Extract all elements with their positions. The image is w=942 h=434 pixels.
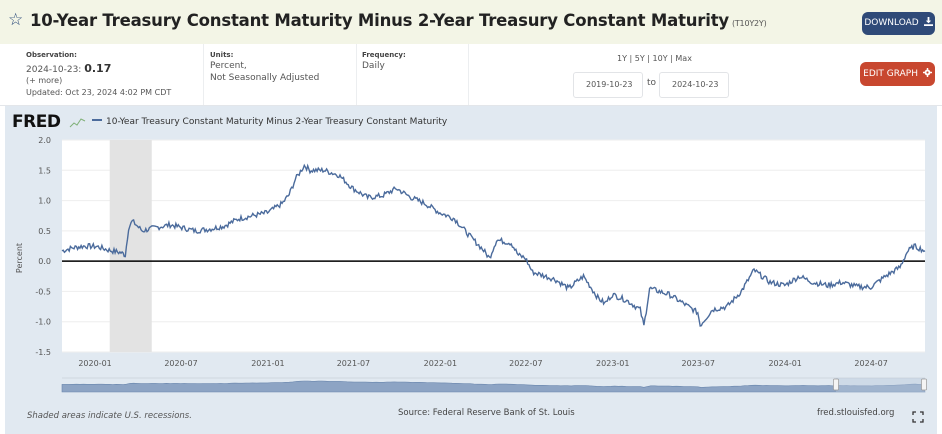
y-tick-label: -1.0 [35, 318, 51, 327]
navigator-selection [836, 378, 925, 392]
y-tick-label: 2.0 [38, 136, 51, 145]
x-tick-label: 2024-01 [768, 359, 801, 368]
start-date-input[interactable]: 2019-10-23 [573, 72, 643, 98]
navigator-series-area [61, 380, 926, 393]
y-tick-label: 0.5 [38, 227, 51, 236]
end-date-input[interactable]: 2024-10-23 [659, 72, 729, 98]
units-label: Units: [210, 51, 234, 59]
star-icon[interactable]: ☆ [8, 10, 24, 30]
series-line [61, 163, 926, 327]
x-tick-label: 2022-07 [509, 359, 542, 368]
x-tick-label: 2023-07 [682, 359, 715, 368]
series-id: (T10Y2Y) [731, 19, 767, 28]
navigator[interactable] [61, 377, 927, 393]
range-10y[interactable]: 10Y [652, 54, 668, 63]
range-max[interactable]: Max [675, 54, 692, 63]
y-axis-label: Percent [15, 243, 24, 273]
range-sep: | [626, 54, 635, 63]
y-tick-label: 0.0 [38, 257, 51, 266]
units-panel: Units: Percent, Not Seasonally Adjusted [204, 44, 357, 105]
series-title: 10-Year Treasury Constant Maturity Minus… [30, 11, 729, 30]
x-tick-label: 2021-07 [337, 359, 370, 368]
navigator-handle-right[interactable] [921, 378, 927, 391]
fred-logo-graph-icon [69, 118, 86, 128]
gear-icon [922, 68, 932, 77]
recession-note: Shaded areas indicate U.S. recessions. [27, 411, 192, 421]
y-tick-label: 1.5 [38, 166, 51, 175]
units-line2: Not Seasonally Adjusted [210, 73, 320, 83]
y-tick-label: 1.0 [38, 197, 51, 206]
title-bar: ☆ 10-Year Treasury Constant Maturity Min… [0, 0, 942, 44]
x-tick-label: 2023-01 [596, 359, 629, 368]
observation-date: 2024-10-23: [26, 65, 82, 75]
range-5y[interactable]: 5Y [634, 54, 645, 63]
units-line1: Percent, [210, 61, 247, 71]
edit-graph-button[interactable]: EDIT GRAPH [860, 62, 935, 86]
x-tick-label: 2024-07 [854, 359, 887, 368]
fullscreen-icon[interactable] [912, 411, 924, 423]
recession-band [109, 140, 152, 352]
x-tick-label: 2020-07 [164, 359, 197, 368]
observation-panel: Observation: 2024-10-23: 0.17 (+ more) U… [0, 44, 204, 105]
more-link[interactable]: (+ more) [26, 76, 63, 85]
observation-label: Observation: [26, 51, 77, 59]
page-title: 10-Year Treasury Constant Maturity Minus… [30, 11, 767, 30]
edit-graph-label: EDIT GRAPH [863, 69, 918, 79]
plot-area [62, 140, 925, 352]
range-presets: 1Y | 5Y | 10Y | Max [617, 54, 692, 63]
legend-label: 10-Year Treasury Constant Maturity Minus… [106, 117, 448, 127]
observation-value: 2024-10-23: 0.17 [26, 62, 111, 75]
observation-number: 0.17 [84, 62, 112, 75]
download-icon [923, 17, 933, 26]
download-label: DOWNLOAD [864, 18, 919, 28]
range-sep: | [644, 54, 653, 63]
range-1y[interactable]: 1Y [617, 54, 627, 63]
navigator-handle-left[interactable] [833, 378, 839, 391]
x-tick-label: 2022-01 [424, 359, 457, 368]
y-tick-label: -1.5 [35, 348, 51, 357]
source-text: Source: Federal Reserve Bank of St. Loui… [398, 408, 575, 418]
x-tick-label: 2020-01 [78, 359, 111, 368]
fred-logo: FRED [12, 112, 86, 132]
range-sep: | [667, 54, 676, 63]
frequency-value: Daily [362, 61, 385, 71]
to-label: to [647, 78, 657, 88]
fred-logo-text: FRED [12, 112, 61, 132]
fred-url[interactable]: fred.stlouisfed.org [817, 408, 894, 418]
y-tick-label: -0.5 [35, 287, 51, 296]
x-tick-label: 2021-01 [251, 359, 284, 368]
updated-text: Updated: Oct 23, 2024 4:02 PM CDT [26, 88, 172, 97]
frequency-panel: Frequency: Daily [357, 44, 469, 105]
frequency-label: Frequency: [362, 51, 406, 59]
info-bar: Observation: 2024-10-23: 0.17 (+ more) U… [0, 44, 942, 106]
download-button[interactable]: DOWNLOAD [862, 12, 935, 35]
